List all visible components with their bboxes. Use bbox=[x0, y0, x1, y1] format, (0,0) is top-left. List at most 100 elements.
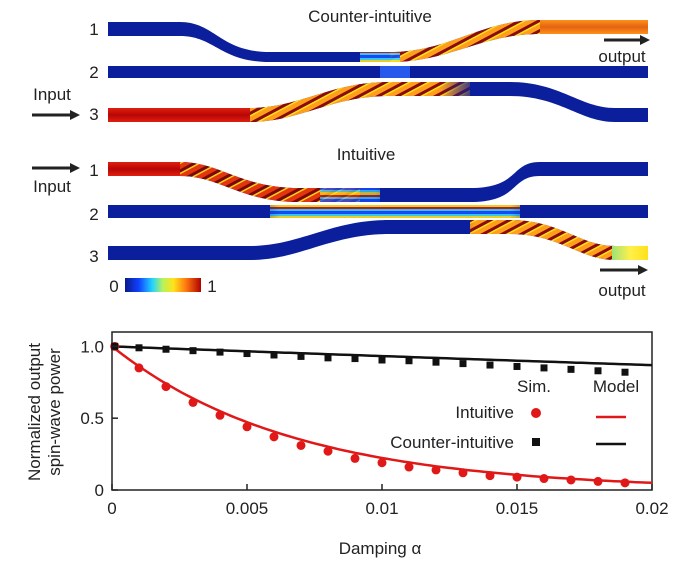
x-tick-label: 0.005 bbox=[226, 499, 269, 518]
sim-point-intuitive bbox=[215, 410, 225, 420]
waveguide-1-mid-transition bbox=[320, 188, 380, 202]
sim-point-intuitive bbox=[188, 397, 198, 407]
sim-point-intuitive bbox=[458, 468, 468, 478]
colorbar bbox=[125, 278, 201, 292]
x-tick-label: 0 bbox=[107, 499, 116, 518]
waveguide-1-top-wave bbox=[390, 20, 540, 62]
sim-point-intuitive bbox=[566, 475, 576, 485]
waveguide-2-mid-fade-in bbox=[240, 205, 280, 218]
intuitive-title: Intuitive bbox=[337, 145, 396, 164]
sim-point-counter-intuitive bbox=[135, 344, 143, 352]
legend-model-header: Model bbox=[593, 377, 639, 396]
input-label-mid: Input bbox=[33, 177, 71, 196]
sim-point-counter-intuitive bbox=[513, 362, 521, 370]
sim-point-intuitive bbox=[350, 453, 360, 463]
sim-point-intuitive bbox=[539, 474, 549, 484]
sim-point-counter-intuitive bbox=[432, 358, 440, 366]
sim-point-intuitive bbox=[512, 472, 522, 482]
counter-intuitive-panel: Counter-intuitive 1 2 3 Input output bbox=[32, 7, 650, 124]
waveguide-label-3-top: 3 bbox=[89, 105, 98, 124]
sim-point-counter-intuitive bbox=[216, 348, 224, 356]
waveguide-3-mid-wave bbox=[470, 220, 615, 260]
waveguide-label-2-mid: 2 bbox=[89, 205, 98, 224]
y-axis-label-line-2: spin-wave power bbox=[45, 348, 64, 476]
waveguide-1-top-output bbox=[540, 20, 648, 34]
sim-point-intuitive bbox=[242, 422, 252, 432]
x-tick-label: 0.01 bbox=[365, 499, 398, 518]
x-tick-label: 0.02 bbox=[635, 499, 668, 518]
sim-points bbox=[110, 341, 630, 488]
sim-point-counter-intuitive bbox=[162, 345, 170, 353]
model-line-counter-intuitive bbox=[111, 345, 653, 367]
sim-point-intuitive bbox=[323, 446, 333, 456]
sim-point-counter-intuitive bbox=[243, 350, 251, 358]
sim-point-counter-intuitive bbox=[459, 360, 467, 368]
waveguide-label-1-mid: 1 bbox=[89, 161, 98, 180]
legend: Sim. Model Intuitive Counter-intuitive bbox=[390, 377, 639, 452]
waveguide-1-mid-input bbox=[108, 162, 183, 176]
model-lines bbox=[111, 345, 653, 485]
sim-point-counter-intuitive bbox=[189, 347, 197, 355]
sim-point-counter-intuitive bbox=[540, 364, 548, 372]
sim-point-counter-intuitive bbox=[270, 351, 278, 359]
output-label-top: output bbox=[598, 47, 646, 66]
sim-point-counter-intuitive bbox=[405, 357, 413, 365]
waveguide-1-mid-wave bbox=[180, 162, 360, 202]
waveguide-2-mid-fade-out bbox=[510, 205, 550, 218]
sim-point-counter-intuitive bbox=[297, 352, 305, 360]
waveguide-label-2-top: 2 bbox=[89, 63, 98, 82]
waveguide-3-top-fade bbox=[440, 82, 480, 96]
sim-point-intuitive bbox=[593, 476, 603, 486]
y-axis-ticks: 0 0.5 1.0 bbox=[80, 337, 118, 500]
sim-point-intuitive bbox=[134, 363, 144, 373]
waveguide-3-mid-output bbox=[612, 246, 648, 260]
output-label-mid: output bbox=[598, 281, 646, 300]
waveguide-3-mid-fade bbox=[430, 220, 475, 234]
sim-point-counter-intuitive bbox=[621, 368, 629, 376]
sim-point-counter-intuitive bbox=[324, 354, 332, 362]
y-axis-label-line-1: Normalized output bbox=[25, 343, 44, 481]
legend-counter-intuitive-label: Counter-intuitive bbox=[390, 433, 514, 452]
waveguide-label-3-mid: 3 bbox=[89, 247, 98, 266]
sim-point-intuitive bbox=[161, 382, 171, 392]
sim-point-intuitive bbox=[404, 462, 414, 472]
legend-intuitive-label: Intuitive bbox=[455, 403, 514, 422]
waveguide-2-mid-wave bbox=[270, 205, 520, 218]
sim-point-intuitive bbox=[485, 471, 495, 481]
sim-point-intuitive bbox=[620, 478, 630, 488]
colorbar-max-label: 1 bbox=[207, 277, 216, 296]
legend-intuitive-marker bbox=[531, 408, 541, 418]
x-axis-label: Damping α bbox=[339, 539, 422, 558]
counter-intuitive-title: Counter-intuitive bbox=[308, 7, 432, 26]
damping-chart: 0 0.005 0.01 0.015 0.02 0 0.5 1.0 Damping α No… bbox=[25, 331, 669, 558]
input-label-top: Input bbox=[33, 85, 71, 104]
sim-point-intuitive bbox=[269, 432, 279, 442]
sim-point-counter-intuitive bbox=[378, 356, 386, 364]
x-axis-ticks: 0 0.005 0.01 0.015 0.02 bbox=[107, 484, 669, 518]
y-tick-label: 1.0 bbox=[80, 337, 104, 356]
sim-point-counter-intuitive bbox=[594, 367, 602, 375]
y-axis-label: Normalized output spin-wave power bbox=[25, 343, 64, 481]
colorbar-min-label: 0 bbox=[109, 277, 118, 296]
waveguide-3-top-input bbox=[108, 108, 253, 122]
y-tick-label: 0 bbox=[95, 481, 104, 500]
legend-counter-intuitive-marker bbox=[532, 438, 540, 446]
sim-point-intuitive bbox=[296, 440, 306, 450]
sim-point-counter-intuitive bbox=[351, 355, 359, 363]
sim-point-counter-intuitive bbox=[486, 361, 494, 369]
legend-sim-header: Sim. bbox=[517, 377, 551, 396]
waveguide-2-top-glow bbox=[380, 66, 410, 78]
x-tick-label: 0.015 bbox=[496, 499, 539, 518]
intuitive-panel: Intuitive 1 2 3 Input output 0 1 bbox=[32, 145, 648, 300]
y-tick-label: 0.5 bbox=[80, 409, 104, 428]
sim-point-intuitive bbox=[377, 458, 387, 468]
waveguide-label-1-top: 1 bbox=[89, 20, 98, 39]
sim-point-intuitive bbox=[431, 465, 441, 475]
model-line-intuitive bbox=[111, 345, 653, 485]
waveguide-2-top bbox=[108, 66, 648, 78]
sim-point-counter-intuitive bbox=[567, 365, 575, 373]
waveguide-3-top-wave bbox=[250, 82, 470, 122]
waveguide-1-top-transition bbox=[360, 52, 400, 62]
waveguide-1-mid-fade bbox=[375, 188, 415, 202]
